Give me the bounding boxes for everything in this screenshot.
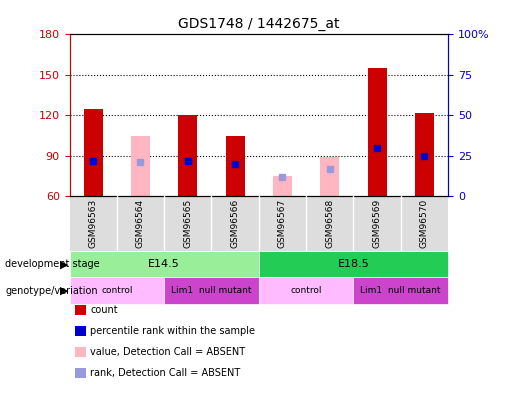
Text: GSM96567: GSM96567 bbox=[278, 199, 287, 248]
Text: percentile rank within the sample: percentile rank within the sample bbox=[90, 326, 255, 336]
Text: E18.5: E18.5 bbox=[337, 259, 369, 269]
Text: GSM96564: GSM96564 bbox=[136, 199, 145, 248]
Text: ▶: ▶ bbox=[60, 286, 68, 296]
Text: control: control bbox=[101, 286, 132, 295]
Bar bbox=[320, 157, 339, 196]
Text: rank, Detection Call = ABSENT: rank, Detection Call = ABSENT bbox=[90, 368, 241, 378]
Text: value, Detection Call = ABSENT: value, Detection Call = ABSENT bbox=[90, 347, 245, 357]
Bar bbox=[178, 115, 197, 196]
Text: GSM96563: GSM96563 bbox=[89, 199, 98, 248]
Bar bbox=[226, 136, 245, 196]
Text: GSM96568: GSM96568 bbox=[325, 199, 334, 248]
Bar bbox=[415, 113, 434, 196]
Text: GSM96565: GSM96565 bbox=[183, 199, 192, 248]
Text: GSM96566: GSM96566 bbox=[231, 199, 239, 248]
Text: control: control bbox=[290, 286, 322, 295]
Text: count: count bbox=[90, 305, 118, 315]
Text: Lim1  null mutant: Lim1 null mutant bbox=[171, 286, 252, 295]
Bar bbox=[273, 176, 292, 196]
Text: genotype/variation: genotype/variation bbox=[5, 286, 98, 296]
Text: E14.5: E14.5 bbox=[148, 259, 180, 269]
Text: GSM96570: GSM96570 bbox=[420, 199, 429, 248]
Text: Lim1  null mutant: Lim1 null mutant bbox=[360, 286, 441, 295]
Bar bbox=[368, 68, 387, 196]
Text: GSM96569: GSM96569 bbox=[372, 199, 382, 248]
Bar bbox=[131, 136, 150, 196]
Title: GDS1748 / 1442675_at: GDS1748 / 1442675_at bbox=[178, 17, 339, 31]
Text: development stage: development stage bbox=[5, 259, 100, 269]
Bar bbox=[84, 109, 102, 196]
Text: ▶: ▶ bbox=[60, 259, 68, 269]
